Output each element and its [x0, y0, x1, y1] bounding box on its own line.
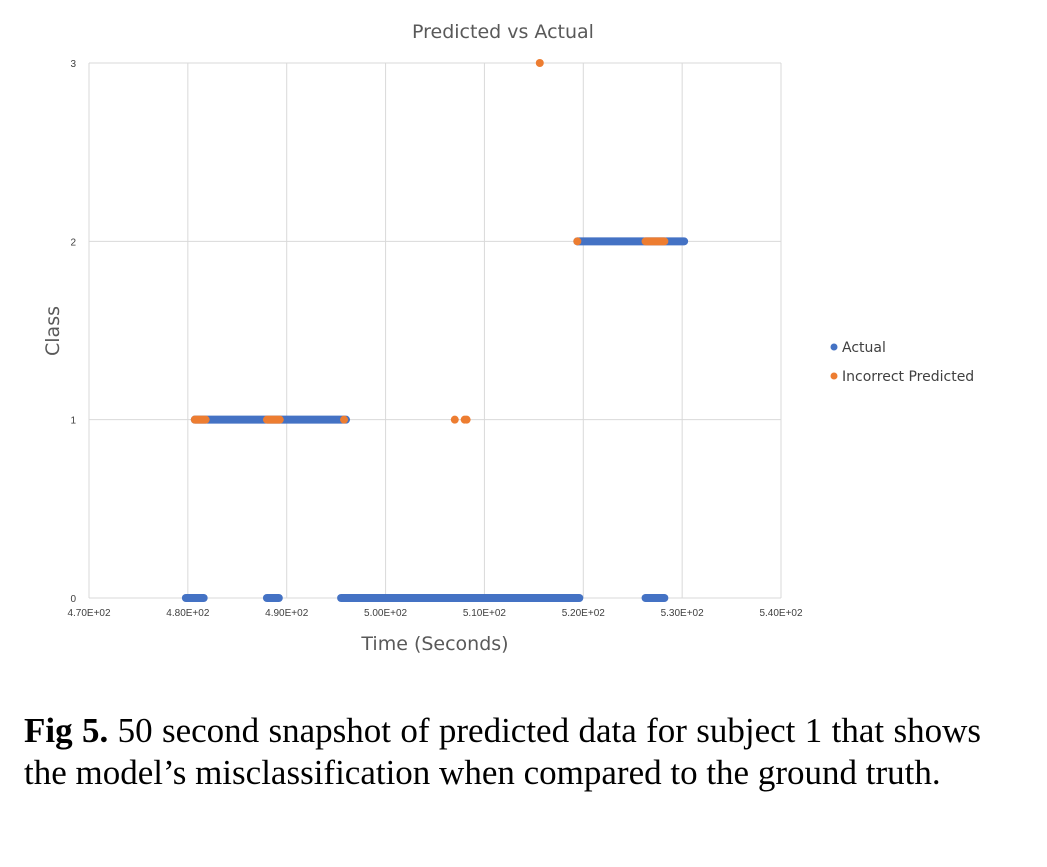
series-incorrect-predicted: [190, 59, 669, 424]
data-point: [573, 237, 582, 246]
x-tick-label: 4.90E+02: [265, 608, 309, 619]
y-tick-label: 3: [70, 59, 76, 70]
y-axis-title: Class: [42, 306, 64, 356]
legend: Actual Incorrect Predicted: [830, 340, 974, 385]
data-point: [535, 59, 544, 67]
x-tick-label: 5.30E+02: [661, 608, 705, 619]
x-tick-label: 5.40E+02: [759, 608, 803, 619]
legend-label: Incorrect Predicted: [842, 369, 974, 385]
figure-caption: Fig 5. 50 second snapshot of predicted d…: [24, 710, 981, 794]
data-point: [340, 415, 349, 424]
caption-label: Fig 5.: [24, 711, 109, 750]
x-tick-label: 5.10E+02: [463, 608, 507, 619]
x-tick-label: 4.70E+02: [67, 608, 111, 619]
y-tick-label: 1: [70, 416, 76, 427]
chart-area: 4.70E+02 4.80E+02 4.90E+02 5.00E+02 5.10E+02…: [42, 21, 974, 655]
y-tick-label: 0: [70, 594, 76, 605]
scatter-chart: 4.70E+02 4.80E+02 4.90E+02 5.00E+02 5.10E+02…: [42, 21, 974, 655]
legend-marker: [830, 372, 838, 380]
legend-label: Actual: [842, 340, 886, 356]
data-marks: [181, 59, 689, 602]
x-axis-title: Time (Seconds): [360, 633, 508, 655]
x-tick-label: 5.20E+02: [562, 608, 606, 619]
x-axis-ticks: 4.70E+02 4.80E+02 4.90E+02 5.00E+02 5.10E+02…: [67, 608, 803, 619]
legend-marker: [830, 343, 838, 351]
data-point: [462, 415, 471, 424]
gridlines: [88, 62, 782, 599]
x-tick-label: 4.80E+02: [166, 608, 210, 619]
caption-text: 50 second snapshot of predicted data for…: [24, 711, 981, 792]
data-point: [450, 415, 459, 424]
x-tick-label: 5.00E+02: [364, 608, 408, 619]
y-tick-label: 2: [70, 237, 76, 248]
y-axis-ticks: 0 1 2 3: [70, 59, 76, 605]
chart-title: Predicted vs Actual: [412, 21, 594, 43]
